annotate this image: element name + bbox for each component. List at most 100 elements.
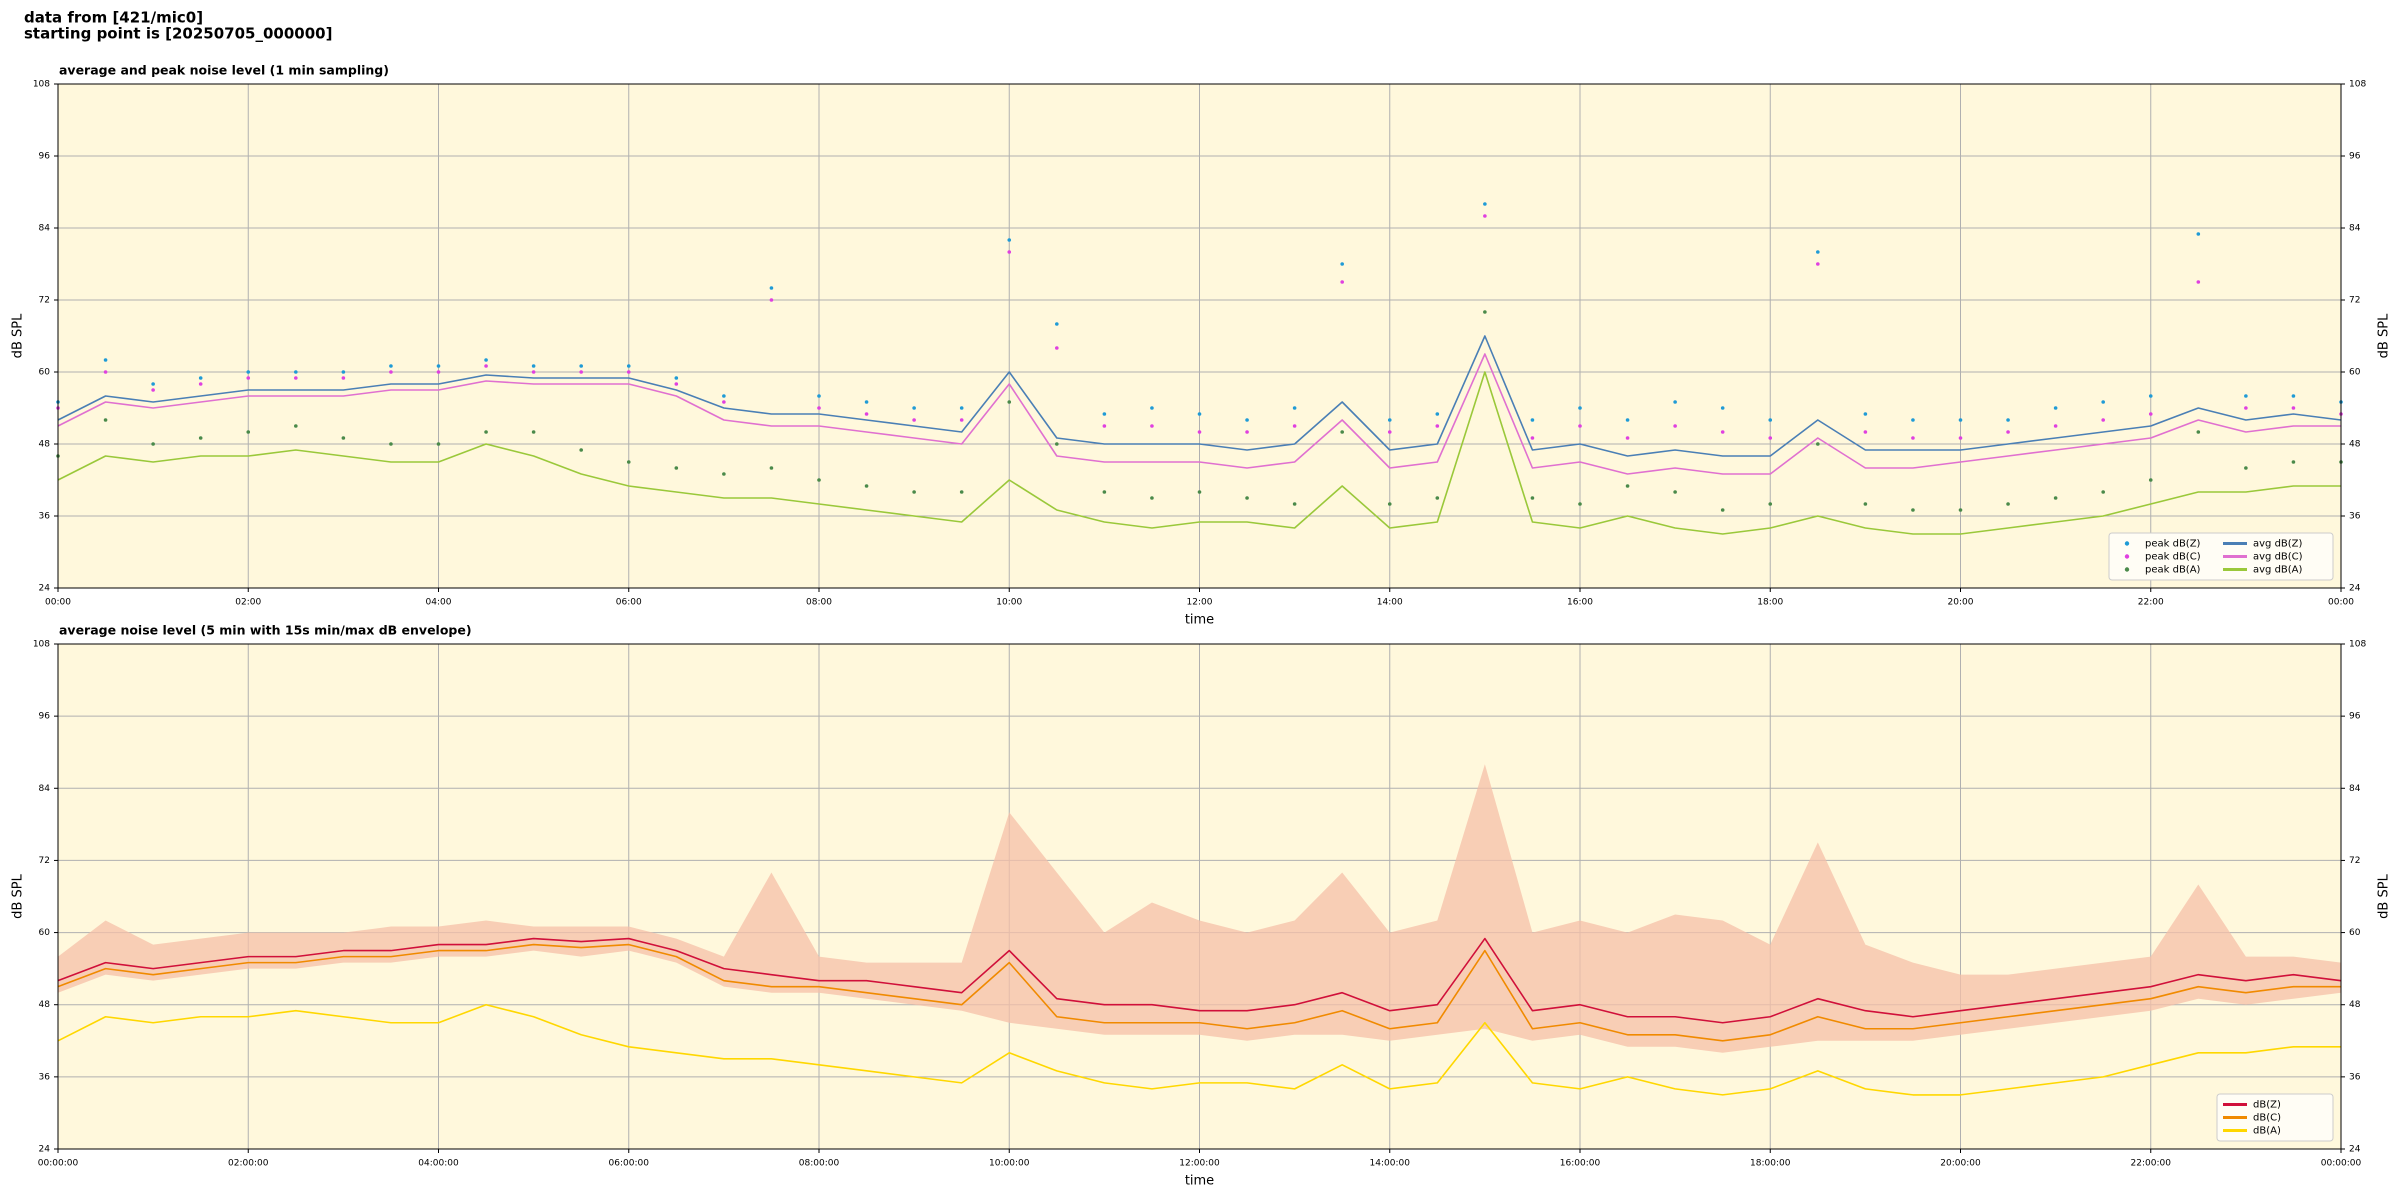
peak-point	[1292, 406, 1297, 410]
y-tick-label: 24	[2349, 584, 2361, 594]
peak-point	[151, 442, 155, 446]
peak-point	[341, 370, 346, 374]
peak-point	[294, 376, 298, 380]
peak-point	[1816, 250, 1820, 254]
y-axis-label: dB SPL	[2377, 873, 2392, 918]
peak-point	[959, 490, 964, 494]
peak-point	[769, 466, 774, 470]
peak-point	[484, 358, 488, 362]
peak-point	[817, 394, 821, 398]
legend-label: peak dB(Z)	[2145, 539, 2201, 550]
y-tick-label: 84	[2349, 784, 2361, 794]
y-tick-label: 72	[2349, 296, 2360, 306]
y-tick-label: 24	[39, 584, 51, 594]
peak-point	[436, 370, 441, 374]
peak-point	[531, 370, 536, 374]
legend	[2108, 532, 2334, 581]
peak-point	[1483, 310, 1487, 314]
peak-point	[1245, 430, 1249, 434]
peak-point	[1673, 400, 1677, 404]
header-line: data from [421/mic0]	[24, 9, 203, 27]
x-tick-label: 22:00	[2138, 598, 2164, 608]
peak-point	[1007, 238, 1012, 242]
series-line	[57, 371, 2341, 535]
x-tick-label: 06:00	[616, 598, 642, 608]
peak-point	[2196, 232, 2201, 236]
peak-point	[436, 442, 441, 446]
peak-point	[2148, 394, 2153, 398]
peak-point	[674, 376, 679, 380]
peak-point	[1435, 412, 1440, 416]
peak-point	[1102, 490, 1107, 494]
x-tick-label: 02:00:00	[228, 1159, 269, 1169]
peak-point	[626, 460, 631, 464]
peak-point	[1673, 490, 1677, 494]
y-tick-label: 72	[39, 856, 50, 866]
peak-point	[2244, 406, 2248, 410]
x-tick-label: 10:00:00	[989, 1159, 1030, 1169]
peak-point	[769, 286, 774, 290]
y-tick-label: 48	[2349, 1000, 2361, 1010]
peak-point	[198, 382, 203, 386]
panel-title: average and peak noise level (1 min samp…	[59, 63, 389, 78]
y-tick-label: 48	[39, 440, 51, 450]
peak-point	[1673, 424, 1677, 428]
header-line: starting point is [20250705_000000]	[24, 25, 332, 43]
y-tick-label: 36	[39, 512, 51, 522]
series-line	[57, 943, 2341, 1042]
peak-point	[1387, 418, 1392, 422]
peak-point	[912, 418, 916, 422]
y-tick-label: 96	[2349, 152, 2361, 162]
peak-point	[1292, 502, 1297, 506]
peak-point	[389, 364, 393, 368]
x-axis-label: time	[1185, 1174, 1214, 1189]
peak-point	[1340, 280, 1344, 284]
peak-point	[1197, 490, 1202, 494]
y-tick-label: 36	[39, 1072, 51, 1082]
peak-point	[722, 400, 726, 404]
peak-point	[1863, 412, 1868, 416]
x-tick-label: 08:00	[806, 598, 832, 608]
peak-point	[626, 364, 631, 368]
peak-point	[674, 382, 679, 386]
peak-point	[1816, 262, 1820, 266]
legend-label: dB(C)	[2253, 1113, 2281, 1124]
legend-label: avg dB(Z)	[2253, 539, 2303, 550]
peak-point	[1435, 496, 1440, 500]
y-tick-label: 60	[39, 368, 51, 378]
y-tick-label: 84	[39, 224, 51, 234]
peak-point	[1958, 508, 1963, 512]
peak-point	[1578, 406, 1582, 410]
series-line	[57, 937, 2342, 1024]
legend-label: dB(A)	[2253, 1126, 2281, 1137]
peak-point	[2101, 400, 2105, 404]
peak-point	[1150, 406, 1154, 410]
y-tick-label: 108	[2349, 80, 2366, 90]
peak-point	[959, 406, 964, 410]
peak-point	[1625, 484, 1630, 488]
peak-point	[1007, 400, 1012, 404]
x-tick-label: 00:00	[2328, 598, 2354, 608]
series-line	[57, 353, 2341, 475]
peak-point	[484, 430, 488, 434]
x-tick-label: 16:00:00	[1560, 1159, 1601, 1169]
peak-point	[1150, 424, 1154, 428]
peak-point	[2148, 412, 2153, 416]
peak-point	[1150, 496, 1154, 500]
x-tick-label: 14:00:00	[1370, 1159, 1411, 1169]
y-tick-label: 36	[2349, 512, 2361, 522]
peak-point	[531, 430, 536, 434]
y-tick-label: 84	[2349, 224, 2361, 234]
y-axis-label: dB SPL	[11, 873, 26, 918]
legend-label: peak dB(C)	[2145, 552, 2201, 563]
x-tick-label: 04:00:00	[418, 1159, 459, 1169]
peak-point	[1530, 496, 1535, 500]
peak-point	[674, 466, 679, 470]
x-tick-label: 18:00:00	[1750, 1159, 1791, 1169]
y-axis-label: dB SPL	[2377, 313, 2392, 358]
x-tick-label: 06:00:00	[609, 1159, 650, 1169]
peak-point	[1055, 346, 1059, 350]
peak-point	[198, 436, 203, 440]
series-line	[57, 1003, 2341, 1096]
peak-point	[864, 400, 869, 404]
